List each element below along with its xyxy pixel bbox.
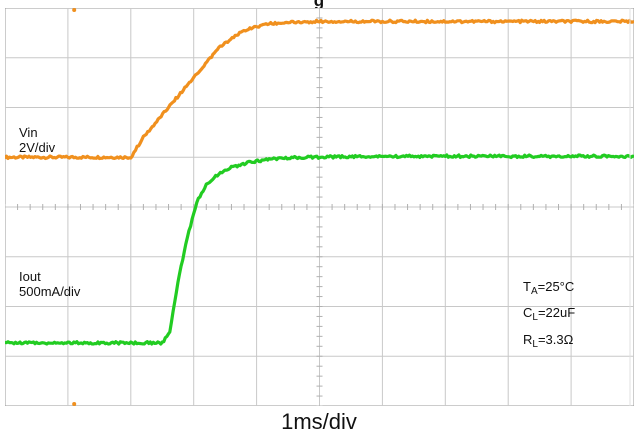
temperature-annotation: TA=25°C bbox=[523, 279, 575, 297]
ta-subscript: A bbox=[530, 286, 538, 297]
oscilloscope-plot bbox=[5, 8, 634, 406]
capacitance-annotation: CL=22uF bbox=[523, 305, 576, 323]
resistance-annotation: RL=3.3Ω bbox=[523, 332, 574, 350]
grid bbox=[5, 8, 634, 406]
cl-value: =22uF bbox=[537, 305, 576, 320]
series-line-vin bbox=[5, 18, 634, 161]
trigger-marker-bottom bbox=[72, 402, 77, 406]
vin-scale: 2V/div bbox=[19, 140, 56, 155]
traces bbox=[5, 18, 634, 346]
iout-label: Iout 500mA/div bbox=[19, 269, 80, 299]
series-line-iout bbox=[5, 153, 634, 346]
iout-scale: 500mA/div bbox=[19, 284, 81, 299]
trigger-marker-top bbox=[72, 8, 77, 12]
vin-label: Vin 2V/div bbox=[19, 125, 55, 155]
markers bbox=[72, 8, 631, 406]
rl-value: =3.3Ω bbox=[537, 332, 574, 347]
vin-name: Vin bbox=[19, 125, 38, 140]
ta-value: =25°C bbox=[537, 279, 575, 294]
chart-title: g bbox=[313, 0, 325, 10]
cl-subscript: L bbox=[532, 312, 538, 323]
x-axis-label: 1ms/div bbox=[281, 409, 357, 434]
iout-name: Iout bbox=[19, 269, 41, 284]
rl-subscript: L bbox=[532, 339, 538, 350]
